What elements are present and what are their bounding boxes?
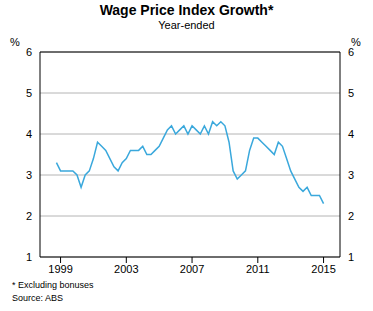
- svg-text:1: 1: [26, 251, 32, 263]
- svg-text:3: 3: [348, 169, 354, 181]
- svg-text:5: 5: [26, 87, 32, 99]
- svg-text:2011: 2011: [246, 263, 270, 275]
- svg-text:1: 1: [348, 251, 354, 263]
- html-text:Source: ABS: Source: ABS: [12, 293, 63, 303]
- html-text:* Excluding bonuses: * Excluding bonuses: [12, 280, 94, 290]
- html-text:Wage Price Index Growth*: Wage Price Index Growth*: [99, 2, 274, 18]
- svg-text:6: 6: [26, 46, 32, 58]
- svg-text:2003: 2003: [114, 263, 138, 275]
- svg-text:2: 2: [26, 210, 32, 222]
- svg-text:5: 5: [348, 87, 354, 99]
- svg-text:4: 4: [348, 128, 354, 140]
- svg-text:4: 4: [26, 128, 32, 140]
- svg-text:3: 3: [26, 169, 32, 181]
- svg-text:2015: 2015: [311, 263, 335, 275]
- svg-text:2: 2: [348, 210, 354, 222]
- svg-text:2007: 2007: [180, 263, 204, 275]
- svg-text:6: 6: [348, 46, 354, 58]
- html-text:Year-ended: Year-ended: [158, 19, 215, 31]
- svg-text:1999: 1999: [48, 263, 72, 275]
